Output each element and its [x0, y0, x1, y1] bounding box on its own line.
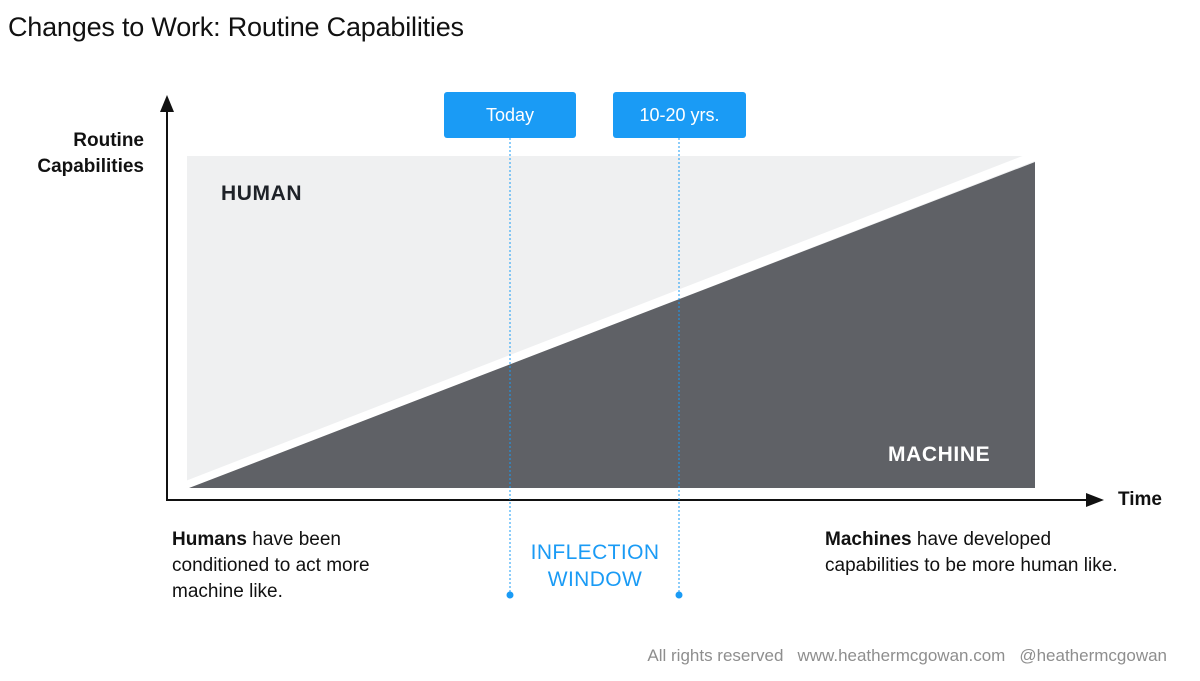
human-label: HUMAN	[221, 182, 303, 205]
machines-caption-text: have developed capabilities to be more h…	[825, 529, 1118, 576]
humans-caption-text: have been conditioned to act more machin…	[172, 529, 370, 602]
footer-handle: @heathermcgowan	[1019, 646, 1167, 665]
y-axis-arrow-icon	[160, 95, 174, 112]
machines-caption: Machines have developed capabilities to …	[825, 527, 1125, 579]
today-marker: Today	[444, 92, 576, 138]
y-axis-label-line1: Routine	[73, 130, 144, 151]
future-dot	[675, 591, 683, 599]
future-marker: 10-20 yrs.	[613, 92, 746, 138]
footer-rights: All rights reserved	[647, 646, 784, 665]
footer: All rights reserved www.heathermcgowan.co…	[647, 646, 1167, 666]
y-axis-label-line2: Capabilities	[37, 156, 144, 177]
inflection-line2: WINDOW	[547, 568, 643, 591]
footer-website: www.heathermcgowan.com	[797, 646, 1006, 665]
machines-caption-bold: Machines	[825, 529, 912, 550]
inflection-window-label: INFLECTION WINDOW	[505, 539, 685, 593]
machine-region	[189, 162, 1035, 488]
x-axis-arrow-icon	[1086, 493, 1104, 507]
machine-label: MACHINE	[888, 443, 991, 466]
y-axis-label: Routine Capabilities	[37, 128, 144, 180]
humans-caption: Humans have been conditioned to act more…	[172, 527, 432, 605]
humans-caption-bold: Humans	[172, 529, 247, 550]
today-dot	[506, 591, 514, 599]
x-axis-label: Time	[1118, 489, 1163, 510]
boundary-line	[178, 151, 1037, 493]
page-title: Changes to Work: Routine Capabilities	[8, 12, 464, 42]
inflection-line1: INFLECTION	[530, 541, 660, 564]
